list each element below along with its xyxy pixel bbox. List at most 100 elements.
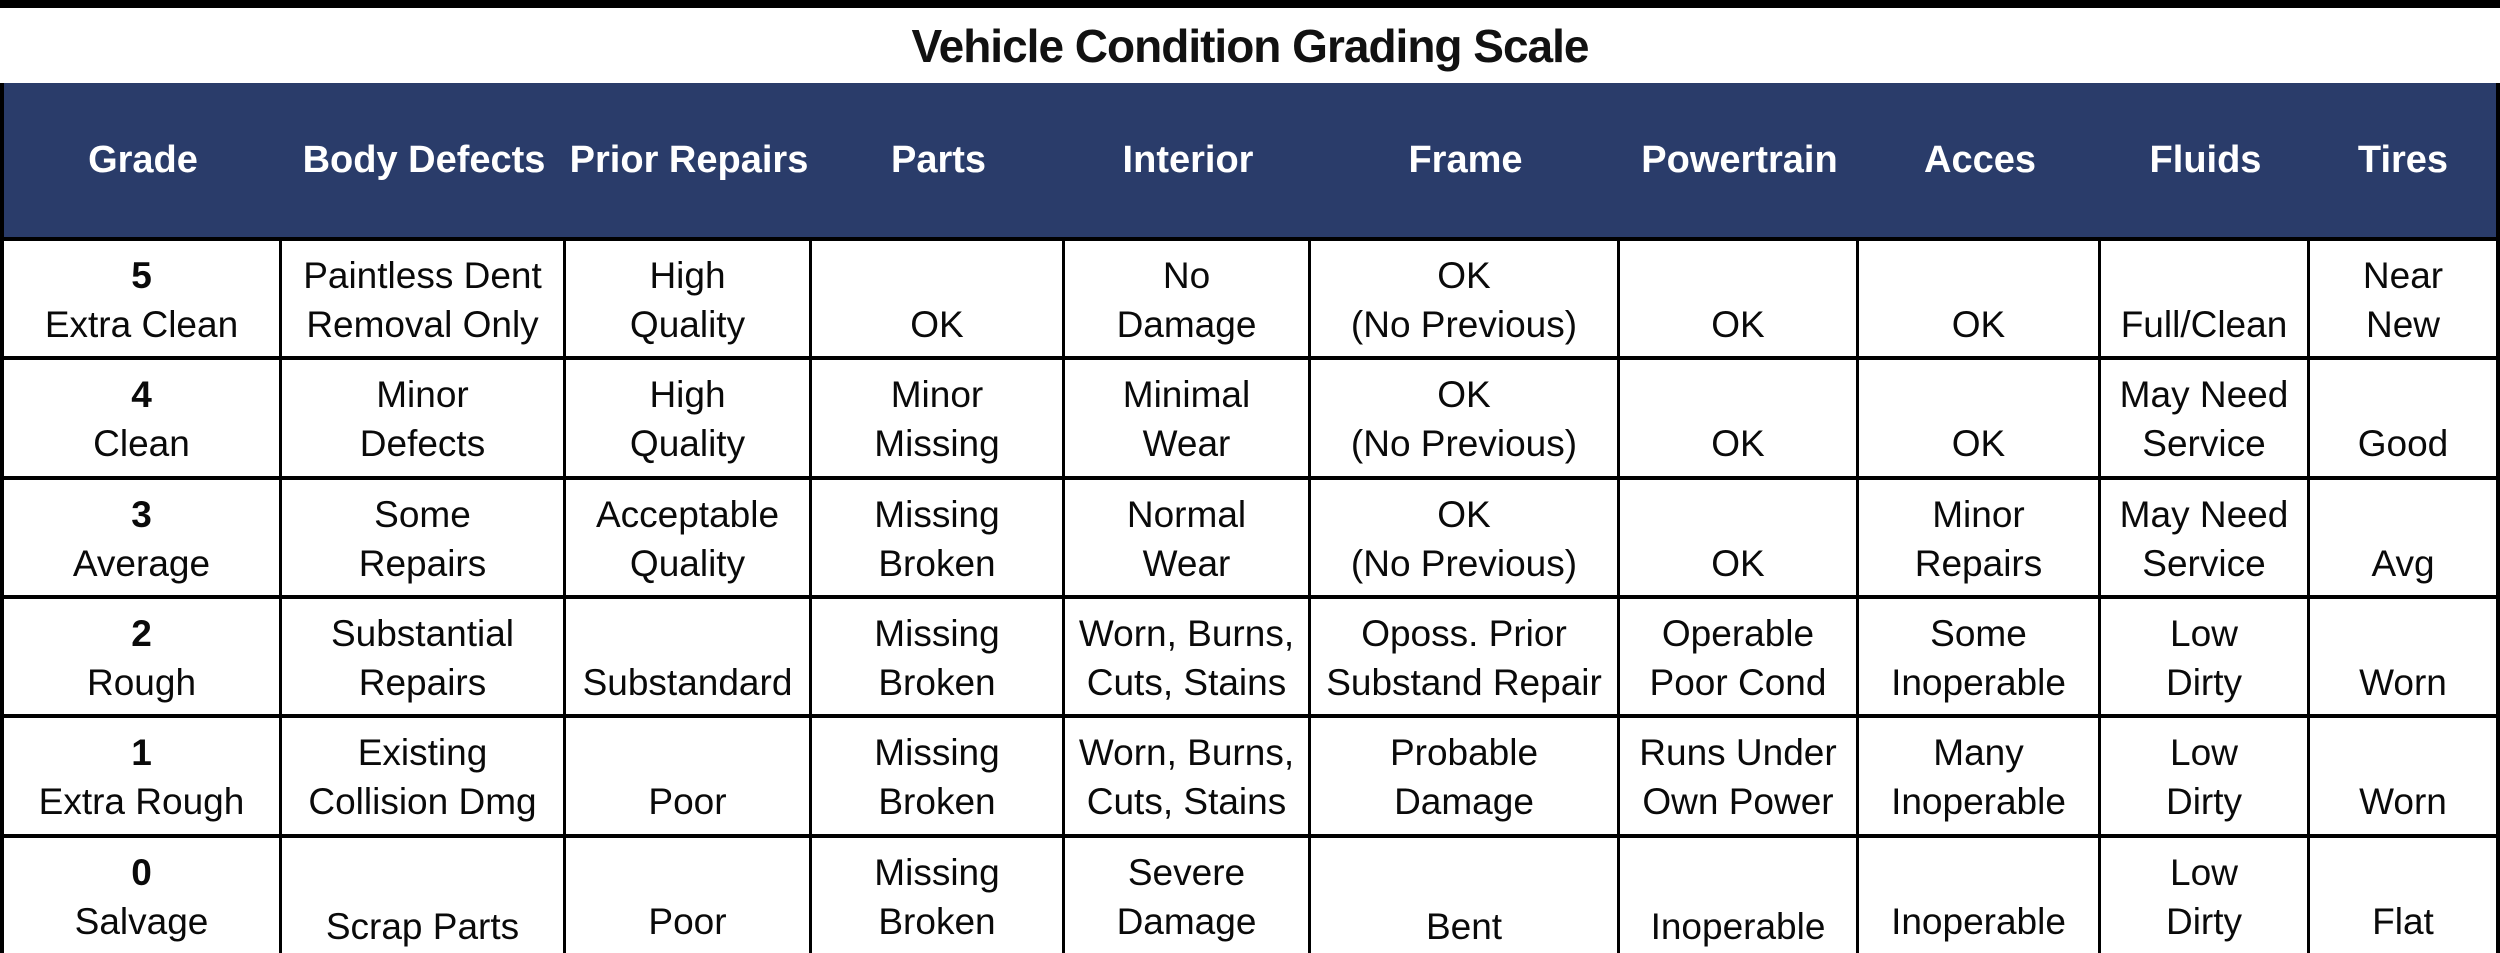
cell-line: Average	[72, 542, 211, 584]
cell-line: Missing	[874, 851, 1000, 893]
cell-line: OK	[1951, 304, 2006, 345]
cell-line: Minor	[1932, 493, 2025, 535]
cell-line: OK	[1711, 423, 1765, 465]
cell-line: Full/Clean	[2120, 304, 2288, 345]
cell-line: Own Power	[1642, 781, 1834, 823]
table-cell: Minor Defects	[282, 356, 566, 476]
column-header-tires: Tires	[2357, 138, 2449, 181]
top-border-bar	[0, 0, 2500, 8]
table-cell: Inoperable	[1620, 833, 1859, 953]
cell-line: Near	[2362, 255, 2444, 296]
cell-line: Wear	[1142, 542, 1231, 584]
cell-line: Damage	[1116, 304, 1257, 345]
cell-line: Severe	[1127, 851, 1246, 893]
cell-line: 2	[131, 612, 152, 654]
cell-line: (No Previous)	[1350, 304, 1578, 345]
cell-line: Damage	[1116, 900, 1257, 942]
cell-line: Extra Rough	[38, 781, 245, 823]
cell-line: Dirty	[2165, 900, 2243, 942]
cell-line: Repairs	[358, 661, 487, 703]
cell-line: Minor	[890, 374, 984, 416]
cell-line: OK	[1437, 255, 1491, 296]
table-cell: Operable Poor Cond	[1620, 594, 1859, 715]
table-cell: Acceptable Quality	[566, 475, 812, 595]
cell-line: Poor	[648, 900, 727, 942]
table-cell: OK	[1620, 356, 1859, 476]
cell-line: Wear	[1142, 423, 1231, 465]
cell-line: Oposs. Prior	[1361, 612, 1567, 654]
grade-cell: 2 Rough	[4, 594, 282, 715]
column-header-acces: Acces	[1924, 138, 2036, 181]
table-cell: Minimal Wear	[1065, 356, 1311, 476]
cell-line: May Need	[2119, 493, 2289, 535]
column-header-prior-repairs: Prior Repairs	[569, 138, 809, 181]
table-cell: Existing Collision Dmg	[282, 714, 566, 834]
table-row-grade-4: 4 Clean Minor Defects High Quality Minor Missin…	[4, 356, 2496, 476]
cell-line: Broken	[878, 900, 996, 942]
table-cell: Paintless Dent Removal Only	[282, 237, 566, 357]
cell-line: Inoperable	[1891, 781, 2066, 823]
grade-cell: 4 Clean	[4, 356, 282, 476]
cell-line: Removal Only	[306, 304, 539, 345]
column-header-powertrain: Powertrain	[1641, 138, 1838, 181]
table-cell: Missing Broken	[812, 714, 1065, 834]
table-cell: Flat	[2310, 833, 2496, 953]
table-cell: Normal Wear	[1065, 475, 1311, 595]
title-band: Vehicle Condition Grading Scale	[0, 8, 2500, 83]
cell-line: 3	[131, 493, 152, 535]
cell-line: Defects	[359, 423, 486, 465]
cell-line: OK	[1437, 493, 1491, 535]
cell-line: 1	[131, 732, 152, 774]
cell-line: OK	[1711, 304, 1765, 345]
cell-line: Substand Repair	[1326, 661, 1602, 703]
table-cell: Missing Broken	[812, 475, 1065, 595]
cell-line: Operable	[1661, 612, 1815, 654]
cell-line: Paintless Dent	[303, 255, 542, 296]
cell-line: Quality	[629, 542, 746, 584]
table-body: 5 Extra Clean Paintless Dent Removal Only Hi…	[4, 237, 2496, 953]
cell-line: Quality	[629, 304, 746, 345]
cell-line: Missing	[874, 493, 1000, 535]
cell-line: Bent	[1425, 905, 1503, 947]
cell-line: Repairs	[358, 542, 487, 584]
column-header-interior: Interior	[1122, 138, 1254, 181]
cell-line: Salvage	[74, 900, 209, 942]
table-cell: OK	[1859, 237, 2101, 357]
cell-line: Inoperable	[1891, 900, 2066, 942]
cell-line: Acceptable	[595, 493, 780, 535]
cell-line: OK	[910, 304, 964, 345]
table-row-grade-1: 1 Extra Rough Existing Collision Dmg Poor Mis…	[4, 714, 2496, 834]
cell-line: Worn	[2359, 781, 2447, 823]
cell-line: Flat	[2372, 900, 2434, 942]
cell-line: High	[649, 255, 726, 296]
cell-line: Cuts, Stains	[1086, 661, 1287, 703]
table-cell: Low Dirty	[2101, 714, 2310, 834]
table-cell: Minor Repairs	[1859, 475, 2101, 595]
cell-line: Poor	[648, 781, 727, 823]
table-cell: Scrap Parts	[282, 833, 566, 953]
cell-line: Worn, Burns,	[1078, 732, 1295, 774]
cell-line: Broken	[878, 661, 996, 703]
table-cell: Low Dirty	[2101, 594, 2310, 715]
cell-line: High	[649, 374, 726, 416]
column-header-parts: Parts	[890, 138, 987, 181]
cell-line: Missing	[874, 732, 1000, 774]
cell-line: Minimal	[1122, 374, 1251, 416]
table-cell: Worn, Burns, Cuts, Stains	[1065, 594, 1311, 715]
cell-line: Service	[2142, 542, 2266, 584]
table-cell: High Quality	[566, 356, 812, 476]
cell-line: Minor	[376, 374, 469, 416]
grade-cell: 0 Salvage	[4, 833, 282, 953]
table-cell: Oposs. Prior Substand Repair	[1311, 594, 1620, 715]
cell-line: Collision Dmg	[308, 781, 537, 823]
table-cell: Worn	[2310, 714, 2496, 833]
grade-cell: 3 Average	[4, 475, 282, 595]
cell-line: Good	[2357, 423, 2449, 465]
cell-line: Existing	[357, 732, 488, 774]
table-cell: Missing Broken	[812, 833, 1065, 953]
column-header-grade: Grade	[88, 138, 198, 181]
table-cell: Inoperable	[1859, 833, 2101, 953]
table-title: Vehicle Condition Grading Scale	[911, 19, 1589, 72]
table-cell: OK (No Previous)	[1311, 475, 1620, 595]
grade-cell: 5 Extra Clean	[4, 237, 282, 357]
